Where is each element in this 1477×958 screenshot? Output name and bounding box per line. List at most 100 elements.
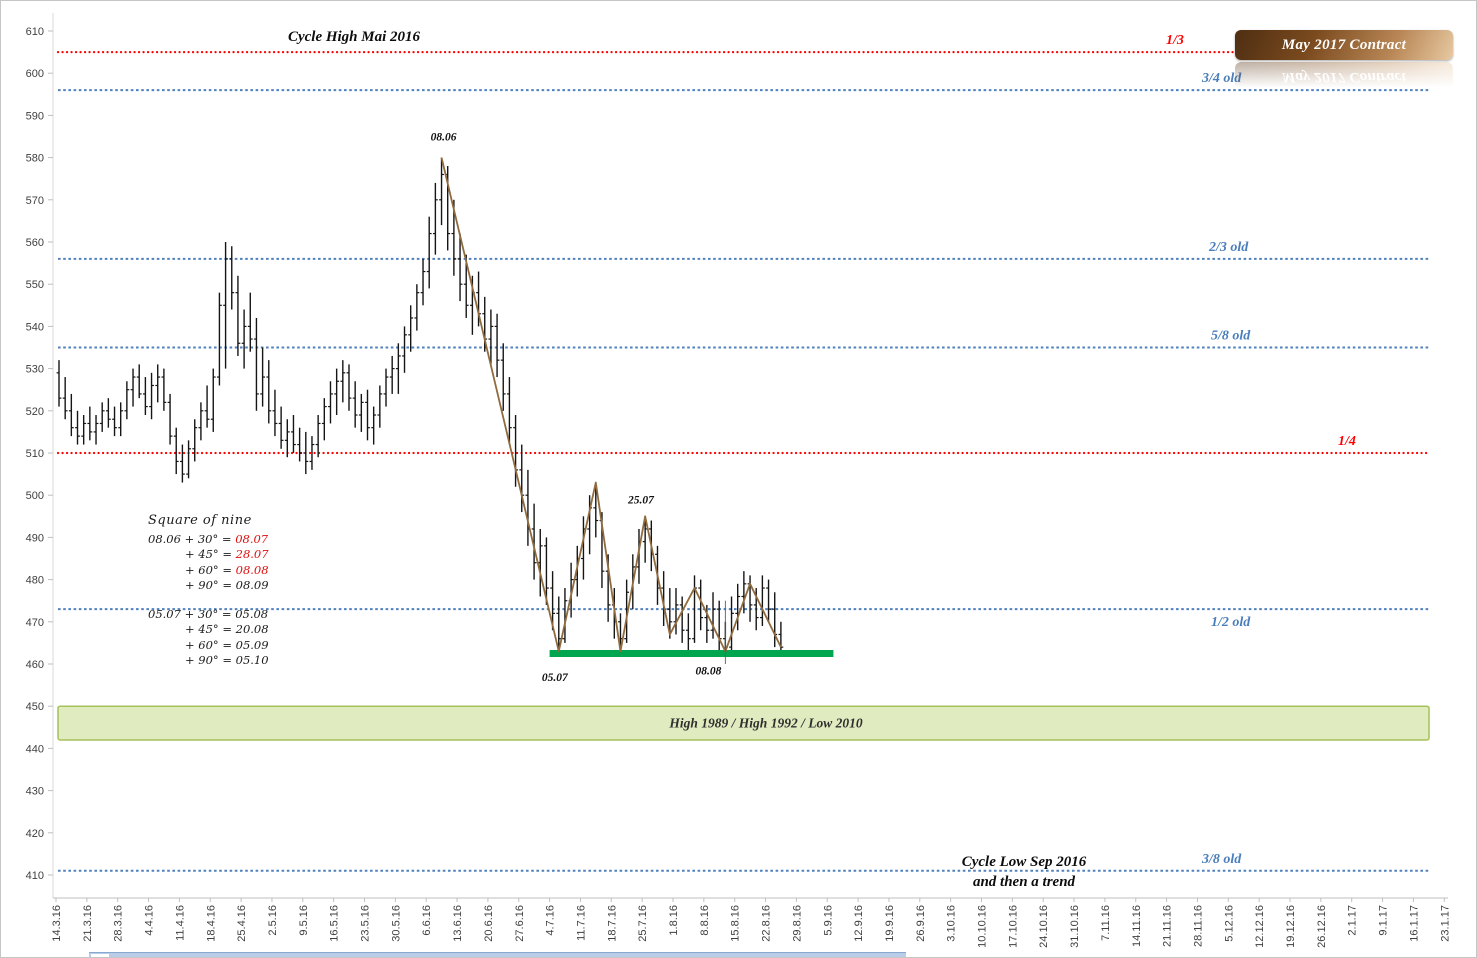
y-axis-label: 420 bbox=[26, 828, 44, 840]
x-axis-label: 5.9.16 bbox=[822, 905, 834, 936]
y-axis-label: 520 bbox=[26, 406, 44, 418]
son-rhs: 08.09 bbox=[235, 578, 269, 592]
date-annotation: 05.07 bbox=[542, 672, 569, 684]
x-axis-label: 12.12.16 bbox=[1254, 905, 1266, 948]
x-axis-label: 26.9.16 bbox=[915, 905, 927, 942]
ref-line-label: 2/3 old bbox=[1208, 240, 1249, 255]
x-axis-label: 22.8.16 bbox=[761, 905, 773, 942]
x-axis-label: 1.8.16 bbox=[668, 905, 680, 936]
x-axis-label: 2.1.17 bbox=[1347, 905, 1359, 936]
x-axis-label: 5.12.16 bbox=[1223, 905, 1235, 942]
y-axis-label: 440 bbox=[26, 743, 44, 755]
son-rhs: 28.07 bbox=[235, 547, 269, 561]
x-axis-label: 23.5.16 bbox=[360, 905, 372, 942]
date-annotation: 08.08 bbox=[695, 666, 721, 678]
y-axis-label: 460 bbox=[26, 659, 44, 671]
x-axis-label: 21.11.16 bbox=[1162, 905, 1174, 947]
x-axis-label: 28.3.16 bbox=[113, 905, 125, 942]
x-axis-label: 16.1.17 bbox=[1408, 905, 1420, 942]
date-annotation: 08.06 bbox=[431, 132, 457, 144]
x-axis-label: 11.4.16 bbox=[174, 905, 186, 941]
son-lhs: + 60° = bbox=[185, 637, 236, 652]
square-of-nine-row: + 60° = 08.08 bbox=[148, 563, 269, 579]
y-axis-label: 610 bbox=[26, 26, 44, 38]
son-rhs: 20.08 bbox=[235, 622, 269, 636]
x-axis-label: 4.7.16 bbox=[545, 905, 557, 936]
y-axis-label: 500 bbox=[26, 490, 44, 502]
x-axis-label: 27.6.16 bbox=[514, 905, 526, 942]
square-of-nine-row: + 45° = 20.08 bbox=[148, 622, 269, 638]
x-axis-label: 14.11.16 bbox=[1131, 905, 1143, 947]
y-axis-label: 590 bbox=[26, 110, 44, 122]
y-axis-label: 560 bbox=[26, 237, 44, 249]
ref-line-label: 3/8 old bbox=[1201, 852, 1242, 867]
son-rhs: 05.08 bbox=[235, 606, 269, 621]
x-axis-label: 3.10.16 bbox=[946, 905, 958, 942]
x-axis-label: 17.10.16 bbox=[1007, 905, 1019, 948]
x-axis-label: 8.8.16 bbox=[699, 905, 711, 936]
y-axis-label: 480 bbox=[26, 575, 44, 587]
y-axis-label: 490 bbox=[26, 532, 44, 544]
x-axis-label: 23.1.17 bbox=[1439, 905, 1451, 942]
x-axis-label: 4.4.16 bbox=[144, 905, 156, 936]
x-axis-label: 9.1.17 bbox=[1378, 905, 1390, 936]
square-of-nine-note: Square of nine 08.06 + 30° = 08.07 + 45°… bbox=[148, 513, 269, 669]
x-axis-label: 6.6.16 bbox=[421, 905, 433, 936]
x-axis-label: 21.3.16 bbox=[82, 905, 94, 942]
x-axis-label: 30.5.16 bbox=[390, 905, 402, 942]
y-axis-label: 550 bbox=[26, 279, 44, 291]
x-axis-label: 19.9.16 bbox=[884, 905, 896, 942]
x-axis-label: 7.11.16 bbox=[1100, 905, 1112, 941]
square-of-nine-spacer bbox=[148, 594, 269, 607]
square-of-nine-title: Square of nine bbox=[148, 513, 252, 528]
y-axis-label: 600 bbox=[26, 68, 44, 80]
cycle-low-note: Cycle Low Sep 2016 and then a trend bbox=[939, 852, 1109, 892]
x-axis-label: 11.7.16 bbox=[575, 905, 587, 941]
x-axis-label: 18.4.16 bbox=[205, 905, 217, 942]
x-axis-label: 14.3.16 bbox=[51, 905, 63, 942]
ref-line-label: 1/3 bbox=[1166, 33, 1184, 48]
son-lhs: + 60° = bbox=[185, 562, 236, 577]
son-lhs: + 90° = bbox=[185, 653, 236, 667]
x-axis-label: 28.11.16 bbox=[1192, 905, 1204, 947]
x-axis-label: 26.12.16 bbox=[1316, 905, 1328, 948]
y-axis-label: 430 bbox=[26, 786, 44, 798]
contract-badge: May 2017 Contract bbox=[1235, 30, 1453, 60]
x-axis-label: 31.10.16 bbox=[1069, 905, 1081, 948]
son-rhs: 05.10 bbox=[235, 653, 269, 667]
swing-trendline bbox=[440, 157, 782, 653]
square-of-nine-row: 08.06 + 30° = 08.07 bbox=[148, 532, 269, 548]
ref-line-label: 1/4 bbox=[1338, 434, 1356, 449]
square-of-nine-row: 05.07 + 30° = 05.08 bbox=[148, 607, 269, 623]
y-axis-label: 530 bbox=[26, 364, 44, 376]
son-lhs: + 45° = bbox=[185, 622, 236, 636]
x-axis-label: 15.8.16 bbox=[730, 905, 742, 942]
cycle-low-line1: Cycle Low Sep 2016 bbox=[961, 854, 1087, 870]
son-lhs: 08.06 + 30° = bbox=[148, 531, 236, 546]
x-axis-label: 20.6.16 bbox=[483, 905, 495, 942]
y-axis-label: 470 bbox=[26, 617, 44, 629]
x-axis-label: 19.12.16 bbox=[1285, 905, 1297, 948]
x-axis-label: 16.5.16 bbox=[329, 905, 341, 942]
x-axis-label: 24.10.16 bbox=[1038, 905, 1050, 948]
ref-line-label: 3/4 old bbox=[1201, 71, 1242, 86]
y-axis-label: 540 bbox=[26, 321, 44, 333]
x-axis-label: 13.6.16 bbox=[452, 905, 464, 942]
y-axis-label: 510 bbox=[26, 448, 44, 460]
cycle-low-line2: and then a trend bbox=[972, 874, 1076, 890]
x-axis-label: 18.7.16 bbox=[606, 905, 618, 942]
ref-line-label: 1/2 old bbox=[1211, 615, 1251, 630]
sheet-tab-nub[interactable] bbox=[91, 954, 109, 957]
cycle-high-note: Cycle High Mai 2016 bbox=[287, 29, 421, 45]
son-lhs: + 45° = bbox=[185, 547, 236, 561]
x-axis-label: 12.9.16 bbox=[853, 905, 865, 942]
y-axis-label: 570 bbox=[26, 195, 44, 207]
support-band bbox=[57, 705, 1430, 741]
son-rhs: 05.09 bbox=[235, 637, 269, 652]
date-annotation: 25.07 bbox=[627, 495, 655, 507]
son-rhs: 08.07 bbox=[235, 531, 269, 546]
sheet-tab-strip[interactable] bbox=[89, 952, 906, 957]
y-axis-label: 410 bbox=[26, 870, 44, 882]
